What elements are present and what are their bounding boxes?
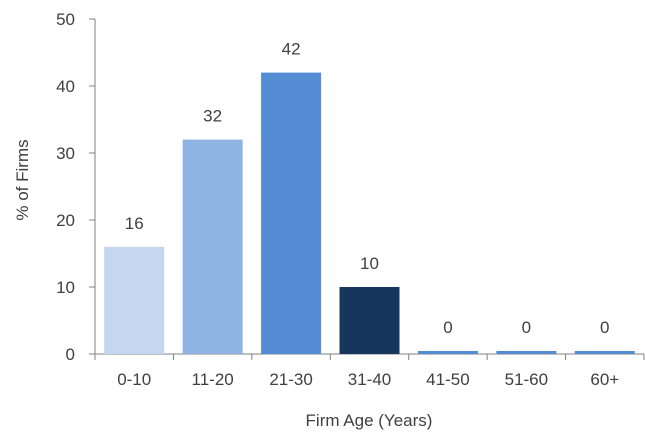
bar-41-50 xyxy=(417,351,478,354)
x-tick-label: 31-40 xyxy=(348,370,391,389)
data-label: 16 xyxy=(125,214,144,233)
data-label: 32 xyxy=(203,107,222,126)
data-label: 0 xyxy=(600,318,609,337)
y-tick-label: 50 xyxy=(56,10,75,29)
bar-51-60 xyxy=(496,351,557,354)
bar-0-10 xyxy=(104,246,165,354)
data-label: 10 xyxy=(360,254,379,273)
y-axis-title: % of Firms xyxy=(13,139,32,220)
y-tick-label: 30 xyxy=(56,144,75,163)
bar-60+ xyxy=(574,351,635,354)
x-tick-label: 60+ xyxy=(590,370,619,389)
x-tick-label: 11-20 xyxy=(192,370,234,389)
data-label: 42 xyxy=(282,40,301,59)
bar-21-30 xyxy=(261,72,322,354)
x-axis: 0-10 11-20 21-30 31-40 41-50 51-60 60+ xyxy=(94,353,645,389)
x-tick-label: 51-60 xyxy=(505,370,548,389)
y-tick-label: 20 xyxy=(56,211,75,230)
data-labels: 16 32 42 10 0 0 0 xyxy=(125,40,610,337)
bars xyxy=(104,72,635,354)
x-tick-label: 0-10 xyxy=(117,370,151,389)
x-axis-title: Firm Age (Years) xyxy=(306,411,433,430)
x-tick-label: 41-50 xyxy=(426,370,469,389)
y-axis: 0 10 20 30 40 50 xyxy=(56,10,96,364)
bar-31-40 xyxy=(339,287,400,354)
y-tick-label: 10 xyxy=(56,278,75,297)
y-tick-label: 40 xyxy=(56,77,75,96)
data-label: 0 xyxy=(443,318,452,337)
y-tick-label: 0 xyxy=(66,345,75,364)
bar-11-20 xyxy=(182,139,243,354)
x-tick-label: 21-30 xyxy=(269,370,312,389)
data-label: 0 xyxy=(522,318,531,337)
